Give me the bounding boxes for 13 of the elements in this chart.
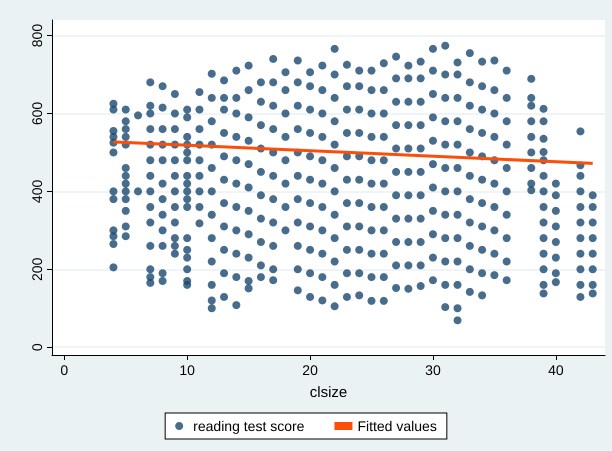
x-tick-label: 20 [302, 362, 318, 378]
y-tick-label: 800 [29, 24, 45, 48]
x-tick-label: 30 [425, 362, 441, 378]
y-tick-label: 400 [29, 180, 45, 204]
y-tick-label: 0 [29, 343, 45, 352]
x-tick-label: 40 [548, 362, 564, 378]
x-tick-label: 0 [60, 362, 68, 378]
x-tick-label: 10 [179, 362, 196, 378]
x-axis-title: clsize [310, 384, 348, 401]
legend-label: Fitted values [357, 418, 437, 434]
legend-label: reading test score [193, 418, 305, 434]
y-tick-label: 600 [29, 102, 45, 126]
y-tick-label: 200 [29, 257, 45, 281]
